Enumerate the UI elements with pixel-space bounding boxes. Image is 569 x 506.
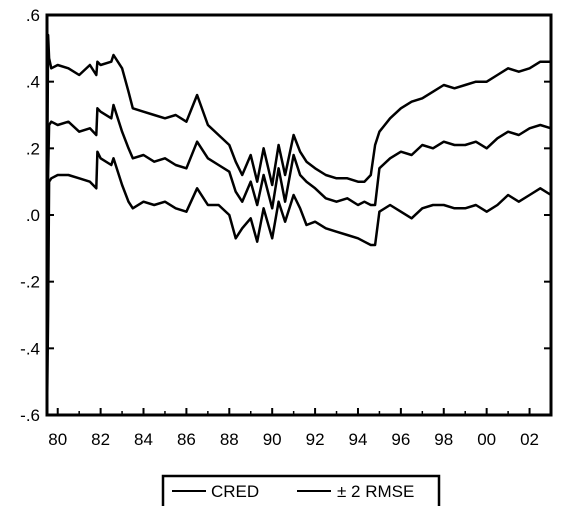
y-tick-label: .6 — [26, 6, 40, 25]
x-tick-label: 86 — [177, 430, 196, 449]
legend: CRED ± 2 RMSE — [161, 474, 441, 506]
x-tick-label: 98 — [434, 430, 453, 449]
y-axis: .6 .4 .2 .0 -.2 -.4 -.6 — [20, 6, 551, 425]
x-tick-label: 02 — [520, 430, 539, 449]
series-cred-line — [45, 103, 552, 329]
x-tick-label: 80 — [48, 430, 67, 449]
x-tick-label: 00 — [477, 430, 496, 449]
x-tick-label: 96 — [391, 430, 410, 449]
y-tick-label: -.6 — [20, 406, 40, 425]
x-tick-label: 90 — [263, 430, 282, 449]
y-tick-label: .0 — [26, 206, 40, 225]
x-tick-label: 84 — [134, 430, 153, 449]
y-tick-label: -.2 — [20, 273, 40, 292]
x-tick-label: 88 — [220, 430, 239, 449]
x-axis: 80 82 84 86 88 90 92 94 96 98 00 02 — [48, 408, 539, 449]
x-tick-label: 92 — [306, 430, 325, 449]
series-upper-rmse-line — [45, 33, 551, 216]
plot-frame — [45, 13, 553, 417]
y-tick-label: .4 — [26, 73, 40, 92]
y-tick-label: .2 — [26, 139, 40, 158]
y-tick-label: -.4 — [20, 339, 40, 358]
legend-label-cred: CRED — [211, 482, 259, 501]
series-lower-rmse-line — [45, 150, 552, 416]
x-tick-label: 94 — [349, 430, 368, 449]
series-layer — [45, 33, 552, 416]
legend-label-rmse: ± 2 RMSE — [337, 482, 414, 501]
x-tick-label: 82 — [91, 430, 110, 449]
